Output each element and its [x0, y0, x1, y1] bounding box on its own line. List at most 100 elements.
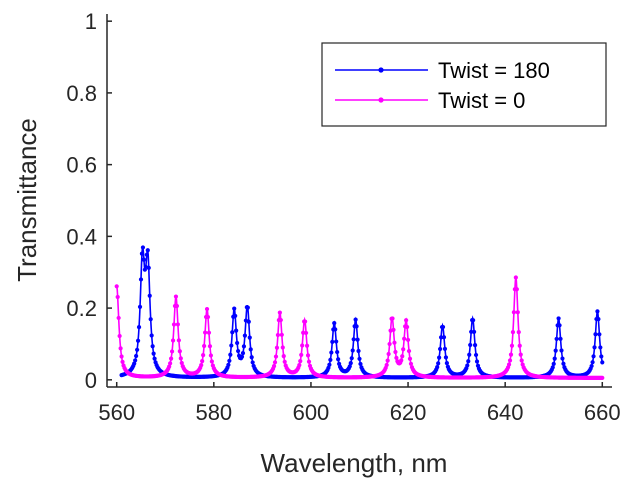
series-point: [207, 344, 213, 349]
x-tick-label: 580: [195, 400, 232, 425]
series-point: [242, 333, 247, 338]
series-point: [444, 360, 449, 366]
series-point: [118, 346, 123, 351]
series-point: [141, 257, 146, 262]
ticks-layer: 560 580 600 620 640 660 0 0.2 0.4 0.6 0.8 1: [66, 9, 620, 425]
series-point: [393, 349, 398, 355]
series-point: [178, 356, 183, 361]
series-point: [206, 330, 212, 335]
series-point: [402, 336, 407, 341]
series-point: [471, 318, 476, 323]
series-point: [146, 265, 151, 270]
series-point: [116, 315, 121, 321]
series-point: [556, 316, 561, 321]
series-point: [303, 319, 308, 324]
series-point: [226, 362, 231, 367]
axes-layer: [106, 14, 612, 388]
series-point: [392, 340, 397, 345]
series-point: [472, 329, 477, 334]
legend-marker-series-2: [378, 97, 384, 103]
series-point: [175, 322, 180, 327]
series-point: [304, 343, 310, 348]
legend-marker-series-1: [378, 67, 384, 73]
series-point: [169, 356, 174, 361]
series-point: [329, 350, 334, 355]
series-point: [335, 349, 340, 355]
series-point: [149, 333, 154, 338]
series-point: [137, 304, 143, 309]
series-point: [600, 375, 605, 380]
y-axis-label: Transmittance: [12, 118, 42, 282]
series-point: [145, 248, 150, 253]
series-point: [176, 338, 181, 343]
series-point: [236, 348, 241, 354]
series-point: [170, 338, 176, 343]
series-point: [152, 356, 157, 361]
series-point: [171, 322, 177, 327]
series-point: [438, 346, 443, 352]
series-point: [278, 317, 283, 323]
series-point: [298, 359, 303, 364]
series-point: [144, 252, 149, 257]
series-point: [233, 313, 238, 319]
legend: Twist = 180 Twist = 0: [321, 42, 607, 127]
series-point: [117, 333, 122, 339]
series-point: [174, 303, 180, 309]
series-point: [400, 354, 405, 359]
series-point: [246, 319, 251, 324]
series-point: [208, 353, 214, 358]
series-point: [441, 335, 447, 340]
series-point: [249, 355, 254, 360]
series-point: [399, 358, 404, 363]
series-point: [177, 349, 182, 354]
series-point: [591, 354, 596, 359]
series-point: [468, 342, 473, 348]
series-point: [179, 360, 184, 366]
series-point: [406, 348, 412, 354]
series-point: [281, 354, 286, 359]
series-point: [386, 351, 391, 357]
series-point: [599, 354, 604, 359]
x-tick-label: 640: [487, 400, 524, 425]
series-point: [355, 337, 360, 342]
series-point: [347, 364, 352, 369]
series-point: [358, 361, 363, 367]
series-point: [443, 355, 449, 360]
series-point: [138, 277, 144, 282]
series-point: [408, 361, 414, 366]
series-point: [248, 347, 253, 352]
legend-box: [321, 42, 607, 127]
series-point: [404, 318, 409, 323]
series-point: [205, 314, 211, 320]
series-point: [474, 359, 480, 364]
series-point: [405, 337, 411, 343]
y-tick-label: 0.4: [66, 224, 97, 249]
series-point: [119, 354, 124, 359]
series-point: [332, 321, 337, 326]
series-point: [202, 330, 208, 335]
series-point: [274, 345, 280, 350]
series-point: [387, 341, 392, 347]
series-point: [333, 327, 338, 332]
series-point: [303, 330, 309, 336]
series-point: [513, 275, 518, 280]
series-point: [209, 359, 214, 364]
series-point: [467, 352, 472, 357]
series-point: [348, 361, 353, 366]
series-point: [589, 363, 594, 369]
series-point: [199, 362, 204, 368]
series-point: [436, 361, 441, 366]
series-point: [300, 343, 305, 348]
series-point: [148, 317, 153, 322]
y-tick-label: 0.6: [66, 153, 97, 178]
series-point: [557, 323, 562, 328]
y-tick-label: 0.8: [66, 81, 97, 106]
series-point: [401, 347, 406, 352]
series-point: [517, 343, 522, 348]
series-point: [596, 317, 601, 322]
series-point: [326, 365, 331, 371]
series-point: [593, 332, 598, 337]
series-point: [561, 361, 566, 366]
series-point: [277, 310, 282, 315]
